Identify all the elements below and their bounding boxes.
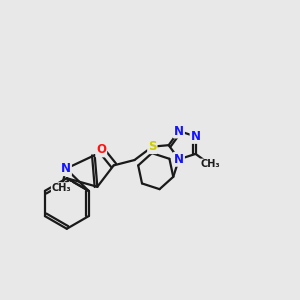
Text: CH₃: CH₃ bbox=[52, 183, 71, 193]
Text: N: N bbox=[61, 162, 71, 175]
Text: N: N bbox=[174, 153, 184, 166]
Text: O: O bbox=[96, 143, 106, 156]
Text: N: N bbox=[174, 124, 184, 137]
Text: CH₃: CH₃ bbox=[200, 159, 220, 170]
Text: N: N bbox=[190, 130, 201, 143]
Text: S: S bbox=[148, 140, 157, 153]
